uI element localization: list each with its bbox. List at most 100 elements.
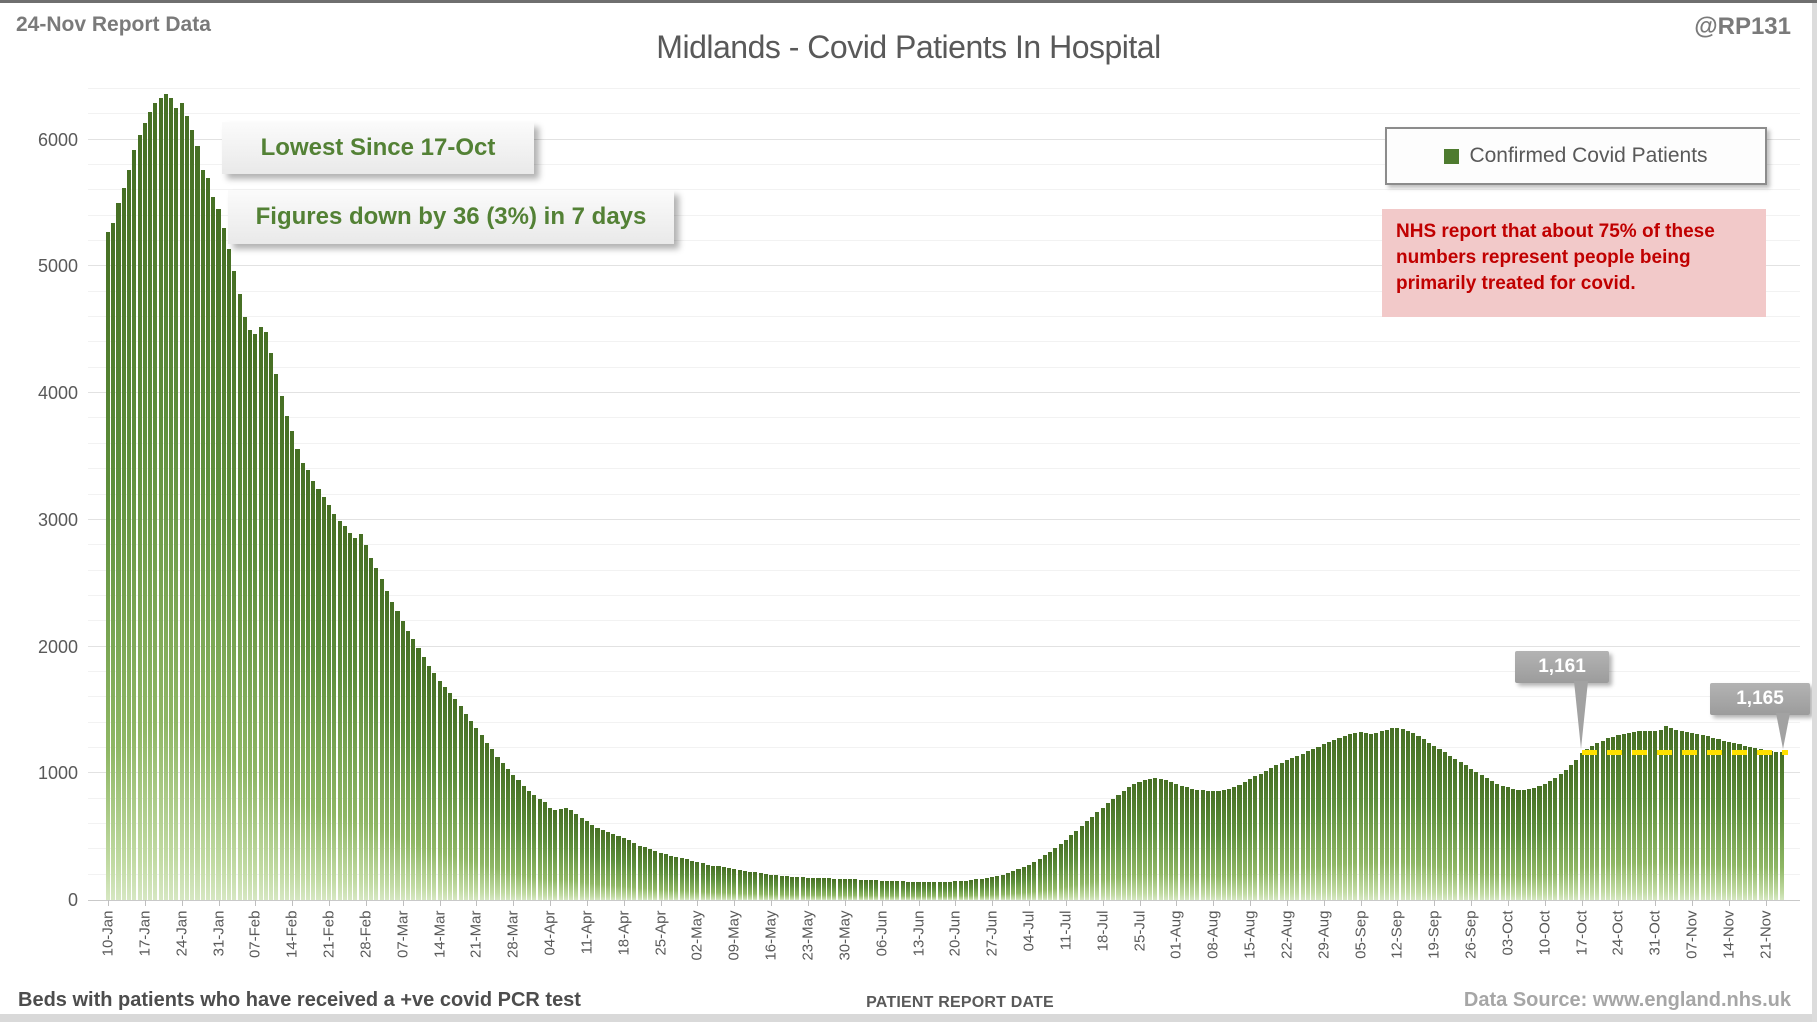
bar [1695, 733, 1700, 900]
x-tick-label: 06-Jun [873, 910, 891, 957]
bar [1053, 848, 1058, 900]
bar [1742, 745, 1747, 900]
bar [1526, 789, 1532, 900]
x-tick-label: 21-Mar [467, 910, 485, 959]
x-tick-label: 31-Oct [1646, 910, 1664, 956]
bar [458, 706, 463, 900]
bar [158, 97, 163, 900]
bar [1405, 730, 1410, 900]
bar [1542, 783, 1547, 900]
bar [1095, 812, 1100, 900]
y-tick-label: 6000 [37, 129, 78, 150]
bar [1269, 767, 1274, 900]
x-tick-label: 11-Apr [578, 910, 596, 955]
bar [1221, 790, 1226, 900]
bar [369, 557, 374, 900]
bar [1711, 737, 1716, 900]
x-axis-tick [1655, 900, 1657, 906]
gridline [88, 240, 1800, 242]
x-axis-tick [108, 900, 109, 906]
x-tick-label: 08-Aug [1204, 910, 1222, 959]
x-tick-label: 22-Aug [1278, 910, 1296, 959]
bar [526, 791, 532, 900]
bar [1211, 791, 1216, 900]
bar [1532, 787, 1537, 900]
bar [721, 867, 726, 900]
bar [758, 873, 763, 900]
x-axis-tick [807, 900, 809, 906]
x-tick-label: 18-Apr [615, 910, 633, 956]
x-axis-tick [1102, 900, 1104, 906]
bar [142, 123, 147, 900]
x-axis-tick [1397, 900, 1399, 906]
bar [1721, 741, 1726, 900]
bar [1216, 790, 1221, 900]
x-tick-label: 10-Jan [99, 910, 117, 957]
bar [805, 877, 811, 900]
bar [1084, 821, 1089, 900]
gridline [88, 518, 1800, 520]
bar [869, 880, 874, 900]
x-tick-label: 18-Jul [1094, 910, 1112, 952]
x-axis-tick [1618, 900, 1620, 906]
x-axis-tick [1250, 900, 1252, 906]
bar [1758, 749, 1763, 900]
bar [1432, 745, 1437, 900]
bar [1474, 772, 1479, 900]
x-tick-label: 14-Nov [1720, 910, 1738, 959]
bar [148, 111, 153, 900]
bar [837, 878, 842, 900]
bar [1374, 733, 1379, 900]
bar [1737, 744, 1742, 900]
bar [1716, 739, 1721, 900]
bar [1026, 864, 1032, 900]
bar [879, 880, 884, 900]
bar [890, 881, 895, 900]
gridline [88, 620, 1800, 622]
bar [1763, 750, 1768, 900]
gridline [88, 290, 1800, 292]
bar [1316, 746, 1321, 900]
bar [995, 875, 1000, 900]
bar [453, 698, 458, 900]
x-tick-label: 23-May [799, 910, 817, 961]
bar [463, 713, 468, 900]
bar [1516, 789, 1521, 900]
x-axis-tick [1729, 900, 1730, 906]
nhs-note: NHS report that about 75% of these numbe… [1382, 209, 1766, 317]
bar [1579, 752, 1584, 900]
bar [1669, 727, 1674, 900]
x-axis-tick [329, 900, 331, 906]
bar [1690, 733, 1695, 900]
bar [1179, 785, 1184, 900]
bar [900, 881, 905, 900]
gridline [88, 569, 1800, 571]
bar [469, 721, 474, 900]
bar [1379, 731, 1384, 900]
bar [295, 448, 300, 900]
bar [105, 232, 111, 900]
bar [169, 97, 174, 900]
bar [769, 874, 774, 900]
x-axis-tick [844, 900, 846, 906]
bar [863, 879, 868, 900]
bar [953, 881, 958, 900]
data-label-17-oct: 1,161 [1515, 651, 1609, 683]
bar [232, 271, 237, 900]
bar [563, 807, 568, 900]
bar [942, 881, 947, 900]
x-axis-tick [1434, 900, 1436, 906]
bar [1632, 731, 1637, 900]
bar [1574, 759, 1579, 900]
gridline [88, 544, 1800, 546]
bar [1705, 736, 1710, 900]
bar [1416, 736, 1421, 900]
legend: Confirmed Covid Patients [1385, 127, 1767, 185]
x-axis-tick [660, 900, 662, 906]
bar [1011, 871, 1016, 900]
bar [153, 102, 158, 900]
bar [1032, 861, 1037, 900]
bar [1558, 774, 1563, 900]
x-tick-label: 19-Sep [1425, 910, 1443, 959]
bar [1305, 751, 1310, 900]
